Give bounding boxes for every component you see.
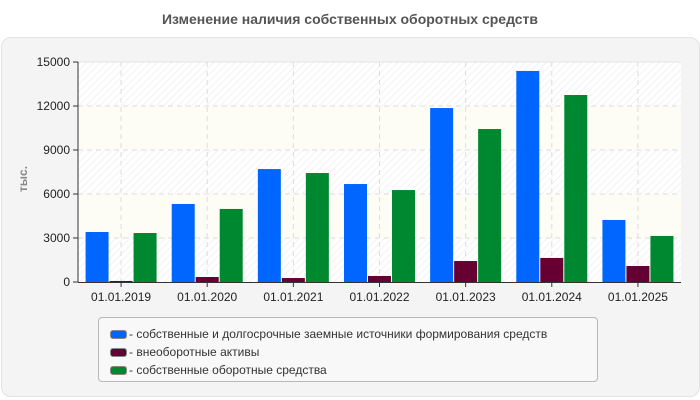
legend-swatch-maroon bbox=[110, 347, 127, 357]
axes: 0 3000 6000 9000 12000 15000 01.01.2019 01.01.2… bbox=[37, 55, 681, 304]
bar bbox=[368, 275, 391, 282]
bar bbox=[219, 208, 243, 282]
y-tick-label: 12000 bbox=[37, 99, 71, 113]
legend-swatch-green bbox=[110, 365, 127, 375]
grid-lines bbox=[78, 61, 681, 282]
bar bbox=[478, 129, 502, 282]
chart-title: Изменение наличия собственных оборотных … bbox=[161, 11, 539, 27]
bar bbox=[85, 231, 109, 282]
bar bbox=[344, 184, 367, 282]
legend-swatch-blue bbox=[110, 329, 127, 339]
x-tick-label: 01.01.2019 bbox=[91, 290, 151, 304]
bar bbox=[171, 203, 195, 282]
x-tick-label: 01.01.2021 bbox=[263, 290, 323, 304]
legend-label: - собственные и долгосрочные заемные ист… bbox=[129, 327, 548, 341]
x-tick-label: 01.01.2022 bbox=[349, 290, 409, 304]
bar bbox=[195, 277, 219, 282]
bar bbox=[392, 190, 415, 282]
bar bbox=[109, 280, 133, 282]
legend-item-working-capital: - собственные оборотные средства bbox=[99, 361, 597, 379]
bar bbox=[540, 257, 564, 282]
bars bbox=[85, 70, 674, 283]
x-tick-label: 01.01.2020 bbox=[177, 290, 237, 304]
legend-item-noncurrent-assets: - внеоборотные активы bbox=[99, 343, 597, 361]
bar bbox=[516, 70, 540, 283]
legend: - собственные и долгосрочные заемные ист… bbox=[98, 317, 598, 382]
y-tick-label: 6000 bbox=[43, 187, 70, 201]
bar bbox=[281, 278, 305, 282]
bar bbox=[133, 233, 157, 282]
bar bbox=[626, 266, 650, 282]
bar bbox=[430, 108, 454, 282]
bar bbox=[650, 235, 674, 282]
legend-item-sources: - собственные и долгосрочные заемные ист… bbox=[99, 325, 597, 343]
y-tick-label: 3000 bbox=[43, 231, 70, 245]
legend-label: - собственные оборотные средства bbox=[129, 363, 327, 377]
x-tick-label: 01.01.2023 bbox=[436, 290, 496, 304]
bar bbox=[257, 169, 281, 282]
y-tick-label: 15000 bbox=[37, 55, 71, 69]
y-tick-label: 9000 bbox=[43, 143, 70, 157]
legend-label: - внеоборотные активы bbox=[129, 345, 260, 359]
x-tick-label: 01.01.2025 bbox=[608, 290, 668, 304]
bar bbox=[564, 95, 588, 282]
y-tick-label: 0 bbox=[63, 275, 70, 289]
bar bbox=[454, 261, 478, 282]
bar bbox=[305, 173, 329, 282]
x-tick-label: 01.01.2024 bbox=[522, 290, 582, 304]
bar-chart: 0 3000 6000 9000 12000 15000 01.01.2019 01.01.2… bbox=[37, 55, 681, 304]
bar bbox=[602, 219, 626, 282]
